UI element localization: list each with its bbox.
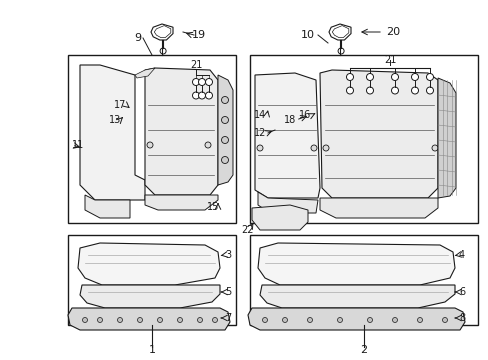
Text: 5: 5	[224, 287, 231, 297]
Circle shape	[137, 318, 142, 323]
Circle shape	[391, 87, 398, 94]
Circle shape	[157, 318, 162, 323]
Text: 21: 21	[189, 60, 202, 70]
Polygon shape	[80, 285, 220, 308]
Text: 13: 13	[109, 115, 121, 125]
Circle shape	[205, 92, 212, 99]
Circle shape	[323, 145, 328, 151]
Text: 8: 8	[458, 313, 464, 323]
Circle shape	[431, 145, 437, 151]
Circle shape	[346, 73, 353, 81]
Bar	[249, 55, 477, 223]
Polygon shape	[78, 243, 220, 285]
Text: 9: 9	[134, 33, 141, 43]
Circle shape	[192, 78, 199, 85]
Circle shape	[212, 318, 217, 323]
Circle shape	[117, 318, 122, 323]
Circle shape	[391, 73, 398, 81]
Text: 15: 15	[206, 202, 219, 212]
Polygon shape	[319, 198, 437, 218]
Circle shape	[262, 318, 267, 323]
Polygon shape	[247, 308, 464, 330]
Text: 3: 3	[224, 250, 231, 260]
Circle shape	[177, 318, 182, 323]
Polygon shape	[258, 192, 317, 213]
Circle shape	[411, 87, 418, 94]
Circle shape	[337, 318, 342, 323]
Circle shape	[337, 48, 344, 54]
Circle shape	[192, 92, 199, 99]
Polygon shape	[68, 308, 229, 330]
Text: 7: 7	[224, 313, 231, 323]
Polygon shape	[85, 195, 130, 218]
Circle shape	[367, 318, 372, 323]
Circle shape	[221, 96, 228, 104]
Polygon shape	[135, 68, 155, 78]
Polygon shape	[328, 24, 350, 40]
Polygon shape	[218, 75, 232, 185]
Polygon shape	[80, 65, 145, 200]
Text: 22: 22	[241, 225, 254, 235]
Bar	[68, 55, 236, 223]
Text: 20: 20	[385, 27, 399, 37]
Polygon shape	[319, 70, 437, 198]
Bar	[68, 235, 236, 325]
Circle shape	[442, 318, 447, 323]
Circle shape	[366, 87, 373, 94]
Polygon shape	[437, 78, 455, 198]
Text: 12: 12	[253, 128, 265, 138]
Polygon shape	[145, 68, 218, 195]
Polygon shape	[258, 243, 454, 285]
Polygon shape	[260, 285, 454, 308]
Circle shape	[147, 142, 153, 148]
Circle shape	[205, 78, 212, 85]
Circle shape	[282, 318, 287, 323]
Circle shape	[366, 73, 373, 81]
Text: 11: 11	[72, 140, 84, 150]
Text: 19: 19	[192, 30, 205, 40]
Text: 14: 14	[253, 110, 265, 120]
Text: 2: 2	[360, 345, 367, 355]
Circle shape	[198, 78, 205, 85]
Text: 1: 1	[148, 345, 155, 355]
Polygon shape	[151, 24, 173, 40]
Circle shape	[257, 145, 263, 151]
Text: 16: 16	[298, 110, 310, 120]
Circle shape	[221, 136, 228, 144]
Circle shape	[82, 318, 87, 323]
Circle shape	[160, 48, 166, 54]
Text: 10: 10	[301, 30, 314, 40]
Circle shape	[221, 117, 228, 123]
Circle shape	[198, 92, 205, 99]
Text: 6: 6	[458, 287, 464, 297]
Text: 17: 17	[114, 100, 126, 110]
Circle shape	[307, 318, 312, 323]
Circle shape	[426, 73, 433, 81]
Circle shape	[426, 87, 433, 94]
Circle shape	[392, 318, 397, 323]
Circle shape	[411, 73, 418, 81]
Polygon shape	[145, 195, 218, 210]
Circle shape	[197, 318, 202, 323]
Circle shape	[346, 87, 353, 94]
Polygon shape	[251, 205, 307, 230]
Polygon shape	[254, 73, 319, 198]
Circle shape	[97, 318, 102, 323]
Text: 18: 18	[284, 115, 296, 125]
Circle shape	[204, 142, 210, 148]
Circle shape	[417, 318, 422, 323]
Bar	[249, 235, 477, 325]
Circle shape	[310, 145, 316, 151]
Circle shape	[221, 157, 228, 163]
Text: 4: 4	[458, 250, 464, 260]
Text: 21: 21	[383, 55, 395, 65]
